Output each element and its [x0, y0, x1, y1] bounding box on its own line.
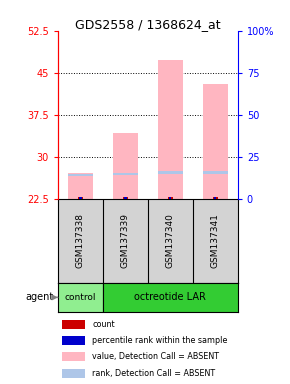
- Bar: [78, 197, 83, 199]
- Text: GSM137340: GSM137340: [166, 214, 175, 268]
- Bar: [158, 171, 183, 174]
- Bar: [79, 197, 81, 199]
- Bar: [214, 197, 216, 199]
- Bar: [169, 197, 171, 199]
- Bar: [113, 172, 138, 175]
- Bar: [124, 197, 126, 199]
- Bar: [68, 174, 93, 177]
- Bar: [168, 197, 173, 199]
- Text: GSM137339: GSM137339: [121, 214, 130, 268]
- Bar: [61, 353, 85, 361]
- Bar: [61, 320, 85, 329]
- Bar: [203, 84, 228, 199]
- Text: octreotide LAR: octreotide LAR: [135, 292, 206, 302]
- Text: rank, Detection Call = ABSENT: rank, Detection Call = ABSENT: [92, 369, 215, 378]
- Bar: [203, 171, 228, 174]
- Bar: [103, 283, 238, 312]
- Text: GSM137338: GSM137338: [76, 214, 85, 268]
- Text: percentile rank within the sample: percentile rank within the sample: [92, 336, 228, 345]
- Bar: [58, 283, 103, 312]
- Text: agent: agent: [25, 292, 53, 302]
- Bar: [68, 172, 93, 199]
- Bar: [213, 197, 218, 199]
- Bar: [123, 197, 128, 199]
- Bar: [113, 133, 138, 199]
- Text: count: count: [92, 319, 115, 329]
- Text: GSM137341: GSM137341: [211, 214, 220, 268]
- Bar: [61, 369, 85, 378]
- Bar: [61, 336, 85, 345]
- Bar: [158, 60, 183, 199]
- Title: GDS2558 / 1368624_at: GDS2558 / 1368624_at: [75, 18, 221, 31]
- Text: value, Detection Call = ABSENT: value, Detection Call = ABSENT: [92, 353, 219, 361]
- Text: control: control: [65, 293, 96, 302]
